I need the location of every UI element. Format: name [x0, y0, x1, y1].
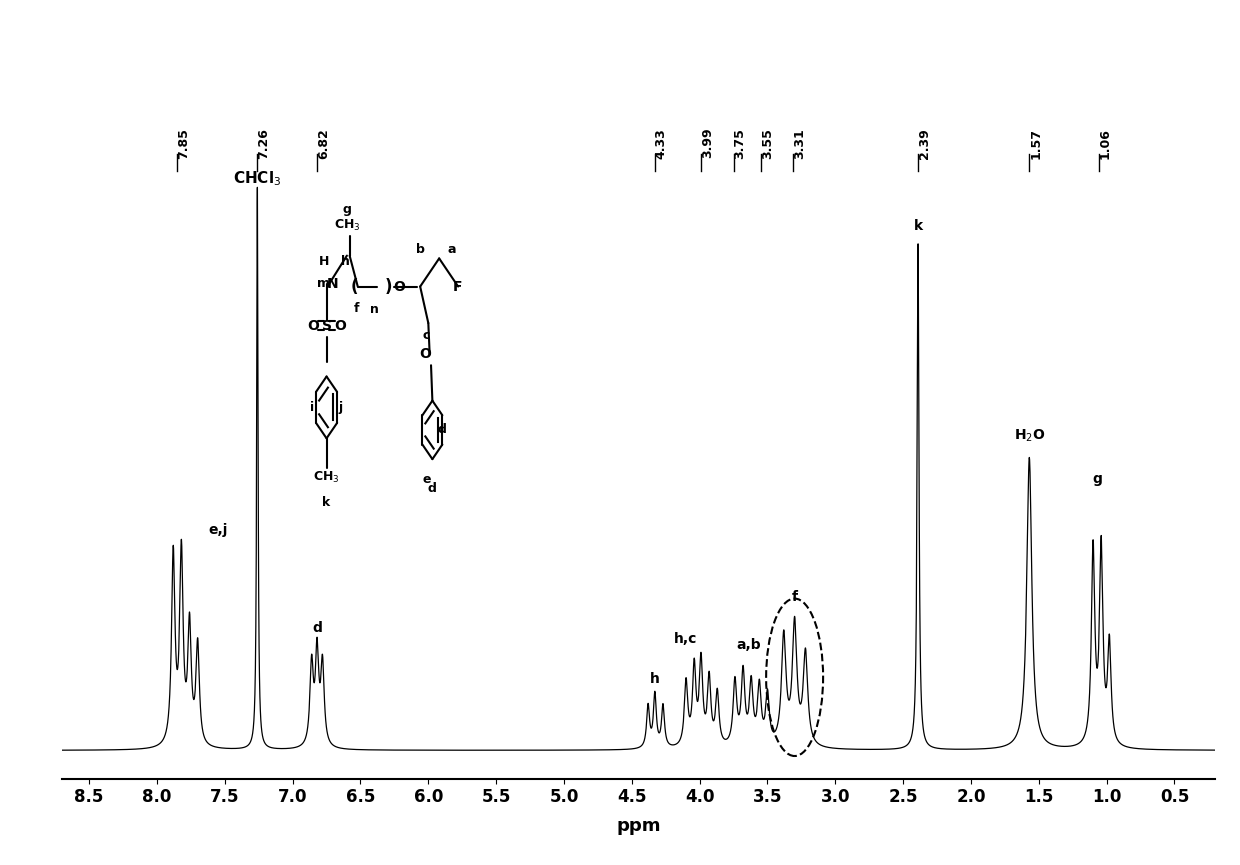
Text: 2.39: 2.39 [918, 128, 931, 158]
Text: 3.75: 3.75 [734, 128, 746, 158]
Text: CH$_3$: CH$_3$ [314, 471, 340, 485]
Text: O: O [335, 319, 346, 333]
Text: 6.82: 6.82 [317, 128, 330, 158]
Text: b: b [415, 242, 424, 255]
Text: d: d [312, 621, 322, 635]
Text: a: a [448, 242, 455, 255]
Text: 7.85: 7.85 [177, 128, 190, 158]
Text: H$_2$O: H$_2$O [1013, 427, 1045, 444]
Text: 1.57: 1.57 [1029, 128, 1043, 158]
Text: CHCl$_3$: CHCl$_3$ [233, 170, 281, 188]
Text: h: h [650, 672, 660, 686]
Text: e: e [423, 473, 430, 486]
Text: i: i [310, 400, 315, 414]
Text: 3.31: 3.31 [794, 128, 806, 158]
Text: 1.06: 1.06 [1099, 128, 1111, 158]
Text: h,c: h,c [673, 632, 697, 646]
Text: m: m [317, 277, 330, 291]
Text: e,j: e,j [208, 522, 228, 536]
Text: O: O [308, 319, 319, 333]
Text: CH$_3$: CH$_3$ [334, 218, 361, 233]
X-axis label: ppm: ppm [616, 817, 661, 836]
Text: d: d [438, 423, 446, 437]
Text: g: g [342, 203, 351, 216]
Text: 7.26: 7.26 [258, 128, 270, 158]
Text: d: d [428, 482, 436, 495]
Text: k: k [914, 219, 923, 233]
Text: 4.33: 4.33 [655, 128, 668, 158]
Text: 3.99: 3.99 [701, 128, 714, 158]
Text: n: n [370, 304, 378, 317]
Text: c: c [423, 329, 430, 342]
Text: F: F [453, 279, 463, 293]
Text: H: H [319, 254, 330, 268]
Text: j: j [339, 400, 342, 414]
Text: f: f [791, 590, 797, 604]
Text: ): ) [384, 278, 392, 296]
Text: (: ( [350, 278, 358, 296]
Text: a,b: a,b [737, 638, 761, 652]
Text: N: N [327, 277, 339, 291]
Text: O: O [393, 279, 405, 293]
Text: f: f [353, 302, 360, 315]
Text: 3.55: 3.55 [760, 128, 774, 158]
Text: S: S [321, 319, 331, 333]
Text: k: k [322, 496, 331, 509]
Text: h: h [341, 254, 351, 268]
Text: g: g [1092, 472, 1102, 486]
Text: O: O [419, 347, 432, 361]
